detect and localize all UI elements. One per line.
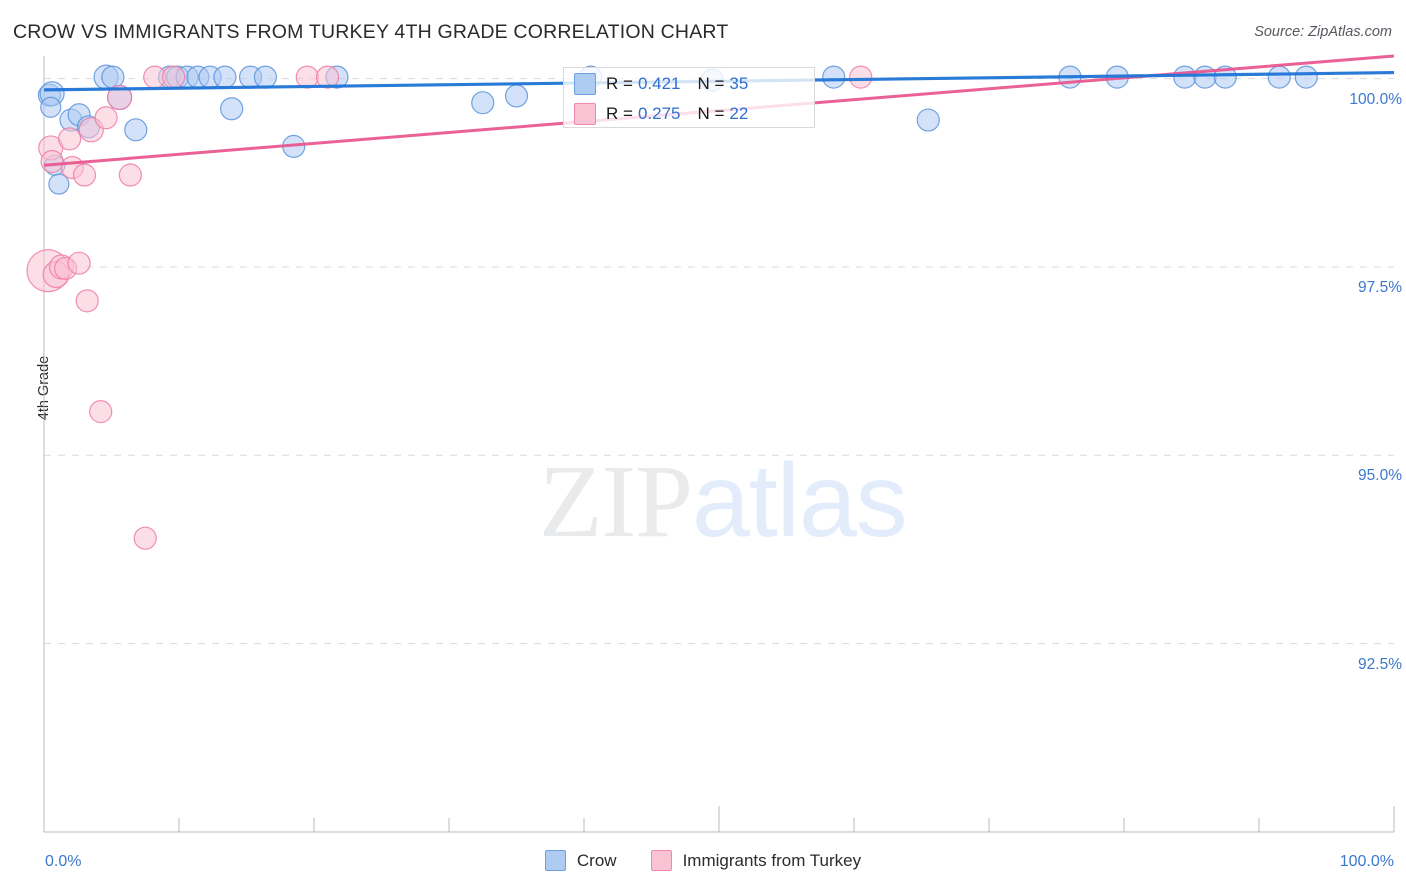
page-title: CROW VS IMMIGRANTS FROM TURKEY 4TH GRADE… xyxy=(13,21,729,43)
y-axis-tick-label: 100.0% xyxy=(1349,90,1402,108)
data-point[interactable] xyxy=(504,84,529,108)
data-point[interactable] xyxy=(471,91,495,115)
y-axis-tick-label: 95.0% xyxy=(1358,467,1402,485)
stat-row-immigrants-from-turkey: R = 0.275 N = 22 xyxy=(574,99,748,129)
data-point[interactable] xyxy=(213,65,237,89)
source-attribution: Source: ZipAtlas.com xyxy=(1254,24,1392,40)
stat-r-label-immigrants: R = xyxy=(606,104,633,123)
data-point[interactable] xyxy=(94,106,118,130)
zipatlas-watermark: ZIPatlas xyxy=(539,449,908,554)
data-point[interactable] xyxy=(916,108,940,132)
legend-label-immigrants-from-turkey: Immigrants from Turkey xyxy=(682,850,862,870)
legend-label-crow: Crow xyxy=(576,850,617,870)
plot-area: ZIPatlas xyxy=(26,54,1395,833)
stat-n-value-immigrants: 22 xyxy=(729,104,749,123)
scatter-canvas xyxy=(26,54,1395,833)
data-point[interactable] xyxy=(58,127,82,151)
stat-r-value-crow: 0.421 xyxy=(637,74,681,93)
legend-swatch-immigrants-from-turkey xyxy=(650,850,672,871)
data-point[interactable] xyxy=(75,289,99,313)
data-point[interactable] xyxy=(162,65,186,89)
stat-n-label-immigrants: N = xyxy=(697,104,725,123)
series-legend: Crow Immigrants from Turkey xyxy=(0,850,1406,871)
x-axis-min-label: 0.0% xyxy=(45,853,82,870)
correlation-stats-box: R = 0.421 N = 35 R = 0.275 N = 22 xyxy=(563,67,815,128)
data-point[interactable] xyxy=(133,526,157,550)
data-point[interactable] xyxy=(106,84,133,111)
data-point[interactable] xyxy=(1294,65,1318,89)
y-axis-tick-label: 97.5% xyxy=(1358,278,1402,296)
stat-r-value-immigrants: 0.275 xyxy=(637,104,681,123)
stat-n-value-crow: 35 xyxy=(729,74,749,93)
data-point[interactable] xyxy=(822,65,846,89)
watermark-atlas: atlas xyxy=(692,443,908,559)
x-axis-max-label: 100.0% xyxy=(1339,853,1394,870)
y-axis-tick-label: 92.5% xyxy=(1358,655,1402,673)
stat-swatch-immigrants-from-turkey xyxy=(574,103,596,125)
data-point[interactable] xyxy=(295,65,319,89)
data-point[interactable] xyxy=(1173,65,1197,89)
data-point[interactable] xyxy=(89,400,113,424)
watermark-zip: ZIP xyxy=(539,444,693,559)
legend-item-immigrants-from-turkey[interactable]: Immigrants from Turkey xyxy=(650,850,862,871)
data-point[interactable] xyxy=(315,65,340,89)
stat-row-crow: R = 0.421 N = 35 xyxy=(574,69,748,99)
series-immigrants-from-turkey xyxy=(26,65,873,550)
stat-r-label-crow: R = xyxy=(606,74,633,93)
data-point[interactable] xyxy=(40,96,62,118)
data-point[interactable] xyxy=(220,97,244,121)
data-point[interactable] xyxy=(101,65,125,89)
stat-swatch-crow xyxy=(574,73,596,95)
data-point[interactable] xyxy=(40,149,64,174)
data-point[interactable] xyxy=(72,163,97,187)
data-point[interactable] xyxy=(48,173,70,195)
data-point[interactable] xyxy=(124,118,148,142)
data-point[interactable] xyxy=(849,65,873,89)
legend-swatch-crow xyxy=(544,850,566,871)
data-point[interactable] xyxy=(1267,65,1291,89)
stat-n-label-crow: N = xyxy=(697,74,725,93)
data-point[interactable] xyxy=(118,163,143,187)
legend-item-crow[interactable]: Crow xyxy=(544,850,617,871)
data-point[interactable] xyxy=(253,65,277,89)
data-point[interactable] xyxy=(67,251,91,275)
